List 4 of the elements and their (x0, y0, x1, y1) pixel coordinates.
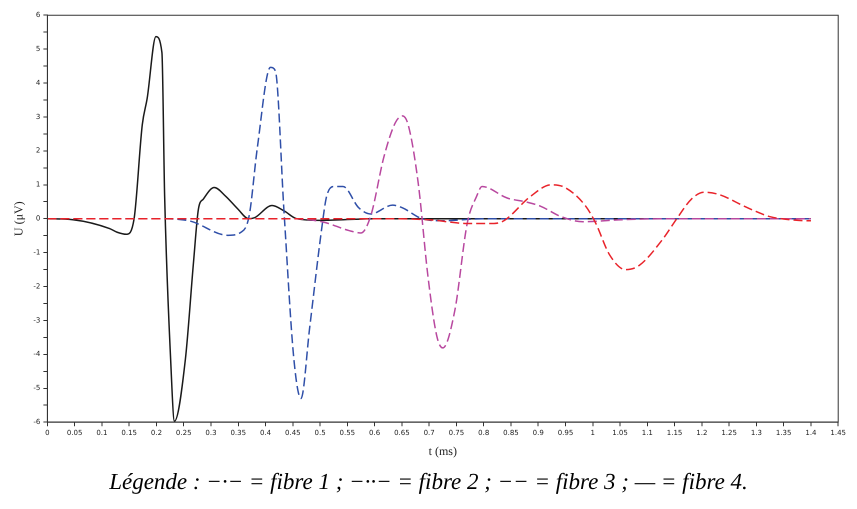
line-series (47, 184, 812, 270)
y-axis-title: U (μV) (11, 201, 26, 236)
x-axis-title: t (ms) (428, 444, 457, 458)
text: Légende : −·− = fibre 1 ; −··− = fibre 2 ; −− = fibre 3 ; — = fibre 4. (108, 469, 749, 495)
